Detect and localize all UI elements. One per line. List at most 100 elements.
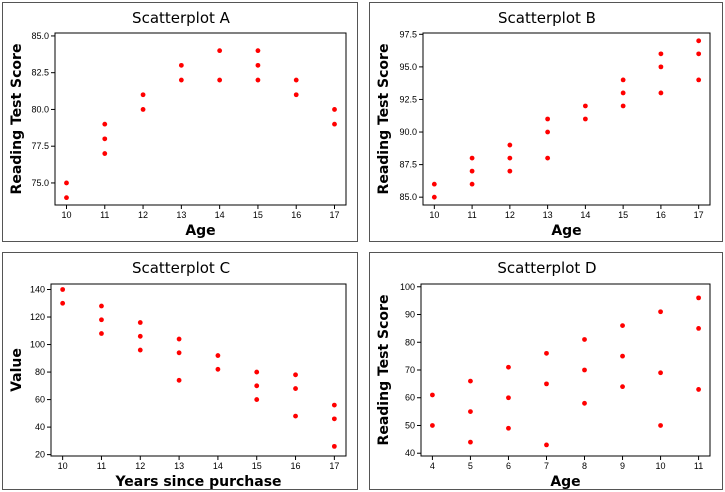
scatter-point bbox=[331, 443, 337, 449]
y-tick-label: 82.5 bbox=[31, 68, 49, 78]
x-tick-label: 13 bbox=[174, 461, 184, 471]
scatter-point bbox=[430, 423, 435, 428]
scatter-point bbox=[469, 181, 475, 187]
scatter-point bbox=[64, 180, 69, 186]
x-axis-label: Years since purchase bbox=[114, 474, 281, 490]
scatter-point bbox=[544, 442, 549, 448]
x-tick-label: 15 bbox=[252, 461, 262, 471]
scatter-point bbox=[102, 136, 108, 142]
scatter-point bbox=[293, 77, 299, 83]
x-tick-label: 8 bbox=[582, 461, 587, 471]
x-tick-label: 12 bbox=[505, 210, 515, 220]
y-tick-label: 100 bbox=[30, 340, 45, 350]
scatter-point bbox=[506, 425, 511, 431]
x-tick-label: 10 bbox=[61, 210, 71, 220]
y-axis-label: Reading Test Score bbox=[9, 44, 25, 195]
x-tick-label: 10 bbox=[656, 461, 666, 471]
scatter-point bbox=[217, 48, 223, 54]
scatter-point bbox=[431, 194, 437, 200]
scatter-point bbox=[468, 378, 473, 384]
scatter-point bbox=[658, 90, 664, 96]
scatter-point bbox=[507, 142, 513, 148]
x-tick-label: 10 bbox=[58, 461, 68, 471]
plot-area-frame bbox=[54, 32, 347, 206]
scatter-point bbox=[217, 77, 223, 83]
scatter-point bbox=[255, 48, 261, 54]
x-tick-label: 16 bbox=[656, 210, 666, 220]
y-tick-label: 80 bbox=[35, 367, 45, 377]
x-tick-label: 5 bbox=[468, 461, 473, 471]
scatter-point bbox=[544, 350, 549, 356]
scatter-point bbox=[696, 295, 701, 301]
scatter-point bbox=[507, 155, 513, 161]
x-tick-label: 10 bbox=[429, 210, 439, 220]
chart-title: Scatterplot B bbox=[498, 9, 596, 27]
scatter-point bbox=[658, 64, 664, 70]
chart-c-svg: Scatterplot C 10 11 12 13 14 15 16 17 20 40 60 80 100… bbox=[9, 259, 347, 490]
y-tick-label: 100 bbox=[400, 282, 415, 292]
scatter-point bbox=[254, 397, 260, 402]
y-tick-label: 140 bbox=[30, 285, 45, 295]
scatter-point bbox=[582, 400, 587, 406]
chart-a-svg: Scatterplot A 10 11 12 13 14 15 16 17 75.0 77.5 80.… bbox=[9, 9, 347, 239]
chart-title: Scatterplot D bbox=[497, 259, 596, 277]
scatter-point bbox=[254, 383, 260, 389]
scatter-point bbox=[469, 168, 475, 174]
scatter-point bbox=[582, 367, 587, 373]
scatter-point bbox=[506, 395, 511, 401]
y-tick-label: 20 bbox=[35, 450, 45, 460]
x-axis-label: Age bbox=[185, 223, 215, 239]
scatter-point bbox=[102, 151, 108, 156]
y-tick-label: 40 bbox=[405, 448, 415, 458]
x-tick-label: 13 bbox=[176, 210, 186, 220]
scatter-point bbox=[620, 353, 625, 359]
scatter-point bbox=[293, 386, 298, 391]
x-tick-label: 14 bbox=[213, 461, 223, 471]
scatter-point bbox=[137, 333, 143, 339]
scatter-point bbox=[60, 287, 66, 292]
scatter-point bbox=[430, 392, 435, 398]
scatter-point bbox=[696, 77, 702, 83]
x-tick-label: 16 bbox=[291, 461, 301, 471]
chart-d-svg: Scatterplot D 4 5 6 7 8 9 10 11 40 50 60 70 80 90 100 Ag… bbox=[376, 259, 711, 490]
scatter-point bbox=[99, 331, 104, 336]
y-tick-label: 75.0 bbox=[31, 178, 49, 188]
y-tick-label: 77.5 bbox=[31, 141, 49, 151]
x-tick-label: 7 bbox=[544, 461, 549, 471]
scatter-point bbox=[696, 387, 701, 392]
scatter-point bbox=[255, 77, 261, 83]
scatter-point bbox=[658, 309, 663, 315]
chart-title: Scatterplot C bbox=[132, 259, 230, 277]
scatter-point bbox=[507, 168, 513, 174]
scatter-point bbox=[696, 38, 702, 44]
scatter-point bbox=[176, 350, 182, 356]
scatter-point bbox=[468, 409, 473, 415]
scatter-point bbox=[545, 155, 551, 161]
y-tick-label: 95.0 bbox=[399, 62, 417, 72]
scatter-point bbox=[620, 323, 625, 329]
plot-area-frame bbox=[422, 32, 711, 206]
scatter-point bbox=[215, 353, 221, 358]
y-tick-label: 50 bbox=[405, 420, 415, 430]
x-axis-label: Age bbox=[551, 223, 581, 239]
scatter-point bbox=[99, 303, 104, 309]
y-tick-label: 92.5 bbox=[399, 94, 417, 104]
scatter-point bbox=[658, 423, 663, 428]
y-axis-label: Value bbox=[9, 348, 25, 392]
x-tick-label: 6 bbox=[506, 461, 511, 471]
scatter-point bbox=[620, 384, 625, 390]
y-axis-label: Reading Test Score bbox=[376, 44, 392, 195]
scatter-point bbox=[137, 347, 143, 353]
y-tick-label: 80.0 bbox=[31, 104, 49, 114]
x-tick-label: 14 bbox=[215, 210, 225, 220]
y-tick-label: 85.0 bbox=[399, 192, 417, 202]
chart-panel-a: Scatterplot A 10 11 12 13 14 15 16 17 75.0 77.5 80.… bbox=[2, 2, 358, 242]
scatter-point bbox=[620, 77, 626, 83]
scatter-point bbox=[582, 103, 588, 109]
scatter-point bbox=[545, 116, 551, 122]
scatter-point bbox=[332, 107, 337, 112]
scatter-point bbox=[293, 413, 298, 419]
x-tick-label: 17 bbox=[330, 210, 340, 220]
y-tick-label: 87.5 bbox=[399, 160, 417, 170]
scatter-point bbox=[431, 181, 437, 187]
